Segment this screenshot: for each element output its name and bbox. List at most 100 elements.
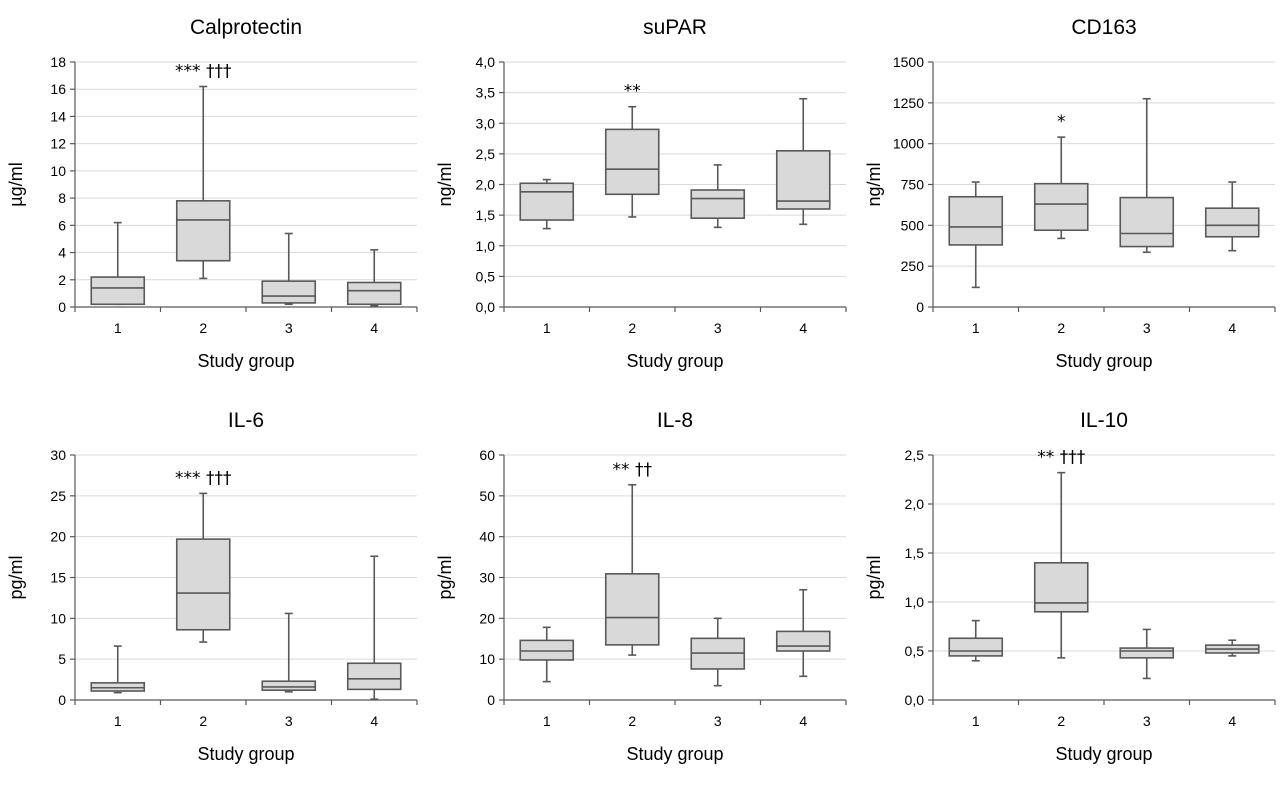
box-iqr <box>775 150 831 210</box>
box-group-4 <box>1204 181 1260 252</box>
y-tick-label: 1,0 <box>476 238 496 254</box>
box-group-4 <box>775 97 831 226</box>
chart-title: suPAR <box>643 16 707 39</box>
x-axis-label: Study group <box>197 351 294 371</box>
y-tick-label: 2,0 <box>476 177 496 193</box>
y-tick-label: 4,0 <box>476 54 496 70</box>
y-tick-label: 1,0 <box>905 594 925 610</box>
x-tick-label: 1 <box>543 320 551 336</box>
box-iqr <box>90 682 146 692</box>
y-tick-label: 2,0 <box>905 496 925 512</box>
y-tick-label: 1,5 <box>905 545 925 561</box>
x-axis-label: Study group <box>626 744 723 764</box>
x-tick-label: 4 <box>799 320 807 336</box>
box-iqr <box>604 573 660 646</box>
y-tick-label: 2,5 <box>905 447 925 463</box>
x-axis-label: Study group <box>1055 744 1152 764</box>
x-tick-label: 2 <box>199 320 207 336</box>
x-tick-label: 3 <box>285 713 293 729</box>
chart-panel-cd163: CD163 0 250 500 750 1000 1250 1500 ng/ml 1 2 3 4 Stud… <box>858 0 1287 393</box>
y-tick-label: 0 <box>58 692 66 708</box>
box-iqr <box>346 662 402 691</box>
y-tick-label: 3,0 <box>476 115 496 131</box>
chart-panel-supar: suPAR 0,0 0,5 1,0 1,5 2,0 2,5 3,0 3,5 4,0 ng/ml 1 2 3… <box>429 0 858 393</box>
box-iqr <box>1033 562 1089 613</box>
box-iqr <box>948 195 1004 246</box>
box-group-4 <box>346 555 402 700</box>
y-tick-label: 5 <box>58 651 66 667</box>
x-tick-label: 1 <box>972 713 980 729</box>
x-tick-label: 3 <box>1143 320 1151 336</box>
x-tick-label: 2 <box>1057 713 1065 729</box>
significance-annotation: *** ††† <box>175 62 232 82</box>
box-group-3 <box>690 617 746 687</box>
y-tick-label: 40 <box>479 529 495 545</box>
x-tick-label: 2 <box>199 713 207 729</box>
box-group-2 <box>175 492 231 643</box>
box-group-4 <box>1204 639 1260 657</box>
chart-svg: suPAR 0,0 0,5 1,0 1,5 2,0 2,5 3,0 3,5 4,0 ng/ml 1 2 3… <box>435 16 847 371</box>
significance-annotation: * <box>1057 112 1066 132</box>
box-iqr <box>604 128 660 196</box>
y-axis-label: µg/ml <box>6 162 26 206</box>
x-tick-label: 4 <box>370 713 378 729</box>
chart-svg: IL-8 0 10 20 30 40 50 60 pg/ml 1 2 3 4 Study group ** … <box>435 409 847 764</box>
box-group-1 <box>90 645 146 694</box>
y-tick-label: 2,5 <box>476 146 496 162</box>
box-group-2 <box>1033 136 1089 240</box>
y-axis-label: ng/ml <box>435 162 455 206</box>
chart-title: CD163 <box>1071 16 1136 39</box>
y-tick-label: 10 <box>479 651 495 667</box>
significance-annotation: ** <box>624 82 641 102</box>
y-tick-label: 20 <box>479 610 495 626</box>
box-group-4 <box>346 249 402 307</box>
y-tick-label: 18 <box>50 54 66 70</box>
x-axis-label: Study group <box>1055 351 1152 371</box>
y-tick-label: 12 <box>50 136 66 152</box>
y-tick-label: 1250 <box>893 95 924 111</box>
y-tick-label: 250 <box>901 258 925 274</box>
y-tick-label: 50 <box>479 488 495 504</box>
box-iqr <box>261 680 317 692</box>
chart-panel-il10: IL-10 0,0 0,5 1,0 1,5 2,0 2,5 pg/ml 1 2 3 4 Study gr… <box>858 393 1287 786</box>
y-tick-label: 30 <box>479 570 495 586</box>
box-iqr <box>1033 182 1089 232</box>
y-axis-label: ng/ml <box>864 162 884 206</box>
box-iqr <box>261 280 317 304</box>
chart-title: Calprotectin <box>190 16 302 39</box>
y-tick-label: 1500 <box>893 54 924 70</box>
box-group-2 <box>175 85 231 280</box>
y-tick-label: 0,0 <box>476 299 496 315</box>
x-axis-label: Study group <box>626 351 723 371</box>
significance-annotation: ** †† <box>613 460 653 480</box>
y-tick-label: 750 <box>901 177 925 193</box>
x-tick-label: 3 <box>1143 713 1151 729</box>
y-tick-label: 6 <box>58 217 66 233</box>
y-tick-label: 1000 <box>893 136 924 152</box>
box-iqr <box>948 637 1004 657</box>
x-tick-label: 2 <box>628 713 636 729</box>
chart-panel-calprotectin: Calprotectin 0 2 4 6 8 10 12 14 16 18 µg/ml 1 2 3 4 Stud… <box>0 0 429 393</box>
box-group-3 <box>1119 628 1175 680</box>
chart-title: IL-8 <box>657 409 693 432</box>
chart-title: IL-10 <box>1080 409 1128 432</box>
box-iqr <box>775 630 831 652</box>
box-group-1 <box>519 626 575 683</box>
x-tick-label: 2 <box>1057 320 1065 336</box>
y-tick-label: 10 <box>50 610 66 626</box>
box-group-1 <box>948 181 1004 289</box>
y-tick-label: 0 <box>916 299 924 315</box>
y-tick-label: 30 <box>50 447 66 463</box>
box-group-1 <box>948 619 1004 662</box>
x-tick-label: 1 <box>114 320 122 336</box>
y-tick-label: 8 <box>58 190 66 206</box>
x-tick-label: 1 <box>114 713 122 729</box>
x-tick-label: 4 <box>799 713 807 729</box>
x-tick-label: 3 <box>714 320 722 336</box>
chart-svg: IL-10 0,0 0,5 1,0 1,5 2,0 2,5 pg/ml 1 2 3 4 Study gr… <box>864 409 1276 764</box>
significance-annotation: ** ††† <box>1037 448 1085 468</box>
chart-title: IL-6 <box>228 409 264 432</box>
y-tick-label: 2 <box>58 272 66 288</box>
box-iqr <box>1204 207 1260 238</box>
